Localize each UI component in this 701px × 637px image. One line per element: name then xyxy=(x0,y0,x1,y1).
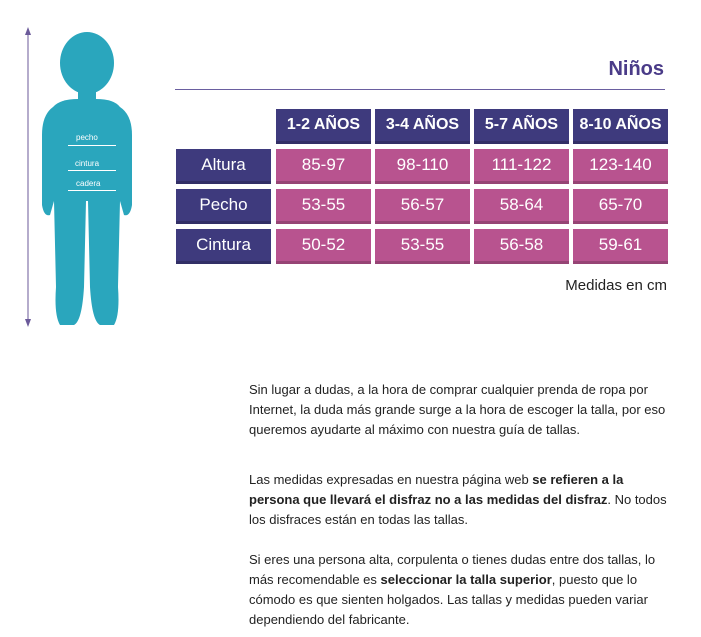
intro-paragraph: Sin lugar a dudas, a la hora de comprar … xyxy=(249,382,666,437)
measurements-text-a: Las medidas expresadas en nuestra página… xyxy=(249,472,533,487)
page-title: Niños xyxy=(608,58,664,80)
table-cell: 56-58 xyxy=(474,229,569,264)
table-cell: 85-97 xyxy=(276,149,371,184)
table-cell: 65-70 xyxy=(573,189,668,224)
sizing-advice-paragraph: Si eres una persona alta, corpulenta o t… xyxy=(249,550,674,630)
advice-text-c: , puesto que lo cómodo es que sienten ho… xyxy=(249,572,648,627)
measurements-paragraph: Las medidas expresadas en nuestra página… xyxy=(249,470,674,530)
table-cell: 53-55 xyxy=(276,189,371,224)
measurements-text-c: . No todos los disfraces están en todas … xyxy=(249,492,667,527)
child-silhouette: pecho cintura cadera xyxy=(20,25,145,335)
advice-text-a: Si eres una persona alta, corpulenta o t… xyxy=(249,552,656,587)
waist-line xyxy=(68,170,116,171)
chest-label: pecho xyxy=(76,133,98,142)
advice-emphasis: seleccionar la talla superior xyxy=(380,572,552,587)
child-body-icon xyxy=(25,27,132,327)
row-label-pecho: Pecho xyxy=(176,189,271,224)
table-cell: 53-55 xyxy=(375,229,470,264)
row-label-altura: Altura xyxy=(176,149,271,184)
table-cell: 59-61 xyxy=(573,229,668,264)
title-divider xyxy=(175,89,665,90)
column-header-5-7: 5-7 AÑOS xyxy=(474,109,569,144)
column-header-8-10: 8-10 AÑOS xyxy=(573,109,668,144)
table-cell: 56-57 xyxy=(375,189,470,224)
table-cell: 123-140 xyxy=(573,149,668,184)
units-note: Medidas en cm xyxy=(565,277,667,294)
table-cell: 50-52 xyxy=(276,229,371,264)
table-cell: 58-64 xyxy=(474,189,569,224)
row-label-cintura: Cintura xyxy=(176,229,271,264)
table-cell: 98-110 xyxy=(375,149,470,184)
measurements-emphasis: se refieren a la persona que llevará el … xyxy=(249,472,624,507)
column-header-1-2: 1-2 AÑOS xyxy=(276,109,371,144)
hip-line xyxy=(68,190,116,191)
hip-label: cadera xyxy=(76,179,101,188)
chest-line xyxy=(68,145,116,146)
column-header-3-4: 3-4 AÑOS xyxy=(375,109,470,144)
table-cell: 111-122 xyxy=(474,149,569,184)
waist-label: cintura xyxy=(75,159,100,168)
